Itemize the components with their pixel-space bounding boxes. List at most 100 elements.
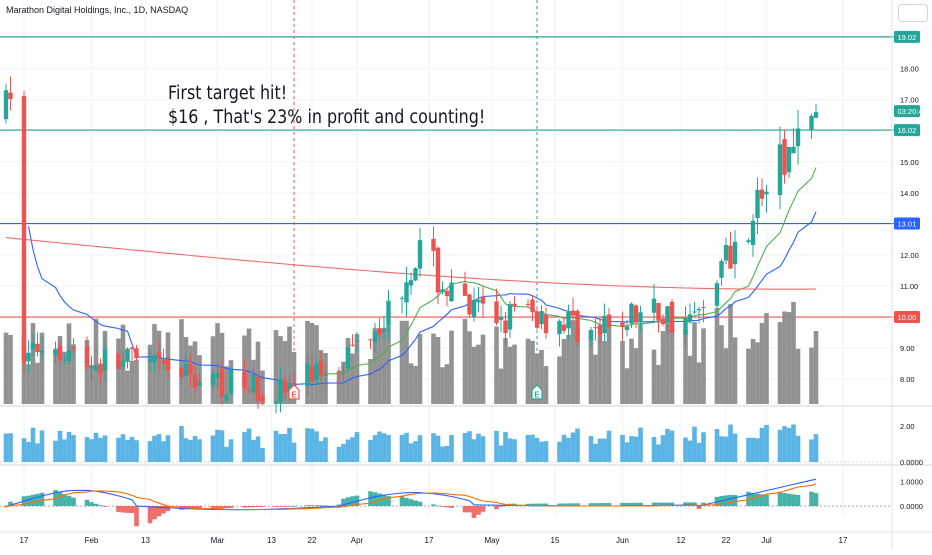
candle[interactable] <box>669 299 675 334</box>
candle[interactable] <box>782 129 787 184</box>
candle[interactable] <box>215 362 220 390</box>
candle[interactable] <box>588 326 594 348</box>
candle[interactable] <box>386 289 391 340</box>
indicator-panel-2[interactable]: 1.0000 0.0000 <box>0 478 923 527</box>
candle[interactable] <box>701 299 706 323</box>
candle[interactable] <box>192 366 198 395</box>
time-axis[interactable]: 17 Feb 13 Mar 13 22 Apr 17 May 15 Jun 12 22 Jul 17 <box>0 531 932 545</box>
candle[interactable] <box>318 351 324 382</box>
candle[interactable] <box>242 359 247 393</box>
candle[interactable] <box>30 333 36 357</box>
candlesticks[interactable] <box>3 76 819 414</box>
candle[interactable] <box>8 76 13 111</box>
candle[interactable] <box>98 358 103 383</box>
candle[interactable] <box>57 340 63 365</box>
candle[interactable] <box>345 345 351 371</box>
countdown-tag[interactable]: 03:20:49 <box>894 105 927 118</box>
candle[interactable] <box>494 288 499 326</box>
candle[interactable] <box>368 338 373 349</box>
candle[interactable] <box>84 336 90 371</box>
candle[interactable] <box>719 258 724 286</box>
candle[interactable] <box>692 302 697 315</box>
price-axis[interactable]: 8.009.0010.0011.0012.0013.0014.0015.0016… <box>891 0 927 550</box>
candle[interactable] <box>210 370 216 389</box>
candle[interactable] <box>165 355 171 378</box>
candle[interactable] <box>795 109 801 165</box>
candle[interactable] <box>224 393 229 403</box>
candle[interactable] <box>728 231 733 269</box>
candle[interactable] <box>543 307 549 339</box>
candle[interactable] <box>755 177 760 235</box>
candle[interactable] <box>530 294 535 322</box>
candle[interactable] <box>125 347 130 369</box>
candle[interactable] <box>53 341 58 363</box>
candle[interactable] <box>134 344 139 362</box>
candle[interactable] <box>282 373 288 400</box>
candle[interactable] <box>467 293 472 318</box>
candle[interactable] <box>228 367 234 396</box>
candle[interactable] <box>498 305 504 333</box>
candle[interactable] <box>746 238 751 244</box>
candle[interactable] <box>480 285 486 319</box>
candle[interactable] <box>714 280 720 309</box>
candle[interactable] <box>660 314 666 327</box>
candle[interactable] <box>597 316 603 346</box>
candle[interactable] <box>188 353 193 387</box>
candle[interactable] <box>539 305 544 330</box>
candle[interactable] <box>620 311 625 341</box>
candle[interactable] <box>683 306 688 346</box>
price-level-tag[interactable]: 13.01 <box>894 217 920 230</box>
candle[interactable] <box>89 356 94 381</box>
candle[interactable] <box>777 126 783 209</box>
candle[interactable] <box>152 353 157 372</box>
candle[interactable] <box>696 306 702 324</box>
candle[interactable] <box>179 365 184 382</box>
chart-annotation[interactable]: First target hit! $16 , That's 23% in pr… <box>168 82 485 130</box>
candle[interactable] <box>566 304 571 342</box>
candle[interactable] <box>372 323 378 352</box>
candle[interactable] <box>71 338 76 357</box>
candle[interactable] <box>62 353 67 364</box>
candle[interactable] <box>512 296 517 312</box>
candle[interactable] <box>309 355 315 383</box>
candle[interactable] <box>278 366 283 413</box>
candle[interactable] <box>219 359 225 405</box>
candle[interactable] <box>246 387 252 393</box>
candle[interactable] <box>638 305 643 332</box>
candle[interactable] <box>39 337 45 361</box>
candle[interactable] <box>507 301 513 338</box>
price-level-tag[interactable]: 19.02 <box>894 30 920 43</box>
candle[interactable] <box>314 356 319 386</box>
candle[interactable] <box>656 302 661 333</box>
candle[interactable] <box>3 84 9 124</box>
candle[interactable] <box>129 347 135 362</box>
candle[interactable] <box>687 303 693 324</box>
candle[interactable] <box>759 178 765 207</box>
candle[interactable] <box>602 303 607 343</box>
candle[interactable] <box>732 230 738 279</box>
candle[interactable] <box>197 372 202 386</box>
candle[interactable] <box>26 340 31 373</box>
candle[interactable] <box>183 351 189 379</box>
candle[interactable] <box>147 349 153 372</box>
candle[interactable] <box>764 184 769 213</box>
candle[interactable] <box>102 337 108 383</box>
candle[interactable] <box>156 338 162 371</box>
price-level-tag[interactable]: 16.02 <box>894 124 920 137</box>
candle[interactable] <box>561 318 567 334</box>
candle[interactable] <box>413 267 418 282</box>
candle[interactable] <box>606 308 612 328</box>
indicator-panel-1[interactable]: 2.00 0.0000 <box>0 422 923 467</box>
candle[interactable] <box>525 299 531 308</box>
candle[interactable] <box>809 114 814 139</box>
candle[interactable] <box>305 354 310 396</box>
candle[interactable] <box>116 352 121 370</box>
earnings-marker[interactable]: E <box>531 384 543 400</box>
candle[interactable] <box>161 348 166 369</box>
candle[interactable] <box>354 331 360 352</box>
candle[interactable] <box>341 363 346 385</box>
candle[interactable] <box>381 315 387 340</box>
candle[interactable] <box>66 341 72 365</box>
